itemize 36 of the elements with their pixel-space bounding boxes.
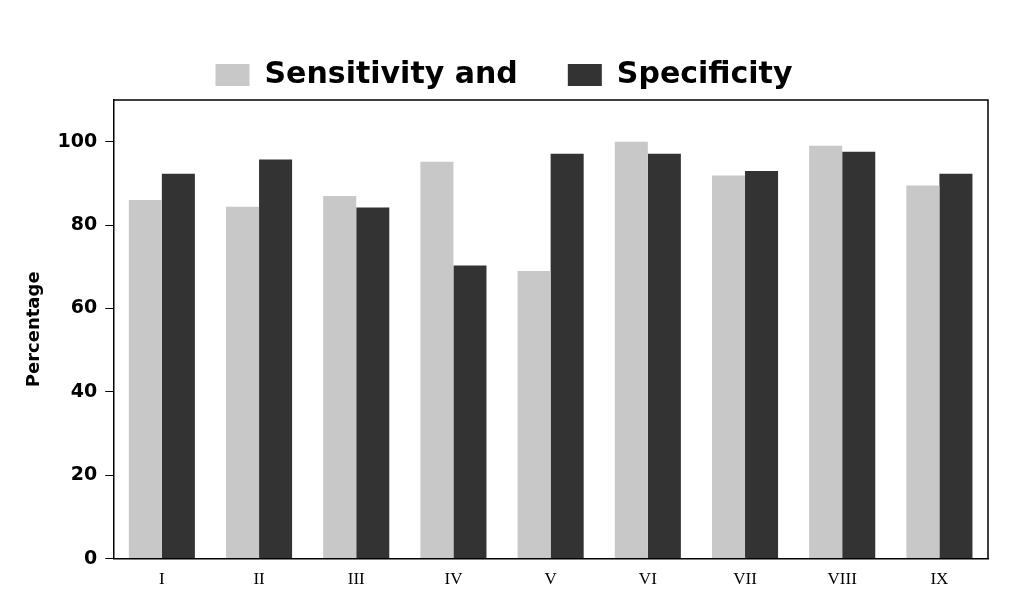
bar	[161, 173, 195, 559]
x-tick-label: VI	[638, 569, 658, 589]
x-tick-label: VII	[733, 569, 758, 589]
x-tick-label: VIII	[827, 569, 858, 589]
bar	[745, 170, 779, 559]
x-tick-label: II	[253, 569, 266, 589]
bar	[711, 175, 746, 559]
bar	[453, 265, 487, 559]
bar	[647, 153, 681, 559]
x-tick-label: IV	[444, 569, 464, 589]
y-tick-label: 40	[70, 378, 98, 401]
bar	[906, 185, 940, 559]
legend-label: Specificity	[616, 54, 793, 90]
bar	[420, 161, 454, 559]
y-tick-label: 80	[70, 212, 98, 235]
x-tick-label: III	[347, 569, 366, 589]
bar	[226, 206, 260, 559]
bar	[550, 153, 584, 559]
bar	[842, 151, 876, 559]
bar	[614, 141, 648, 559]
bar	[356, 207, 390, 559]
bar	[517, 270, 551, 559]
legend-label: Sensitivity and	[264, 54, 518, 90]
x-tick-label: I	[159, 569, 166, 589]
x-tick-label: IX	[930, 569, 949, 589]
y-tick-label: 0	[84, 545, 98, 568]
y-tick-label: 20	[70, 462, 98, 485]
bar	[128, 200, 162, 559]
bar	[809, 145, 843, 559]
y-tick-label: 60	[70, 295, 98, 318]
x-tick-label: V	[544, 569, 558, 589]
bar	[939, 173, 973, 559]
y-axis-title: Percentage	[22, 271, 44, 388]
bar	[259, 159, 293, 559]
bar	[323, 195, 357, 559]
y-tick-label: 100	[57, 128, 98, 151]
